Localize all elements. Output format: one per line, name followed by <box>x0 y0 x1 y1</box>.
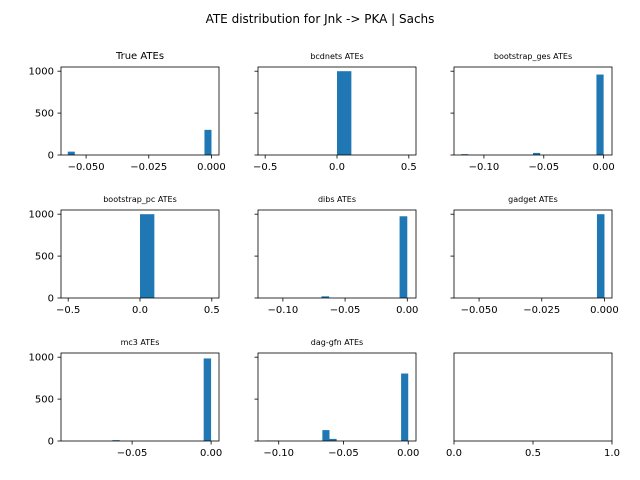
histogram-bar <box>337 71 352 155</box>
histogram-bar <box>461 154 469 155</box>
x-tick-label: −0.025 <box>523 305 560 316</box>
x-tick-label: 0.000 <box>197 162 226 173</box>
figure-title: ATE distribution for Jnk -> PKA | Sachs <box>206 12 435 26</box>
histogram-bar <box>533 152 541 155</box>
x-tick-label: 0.0 <box>329 162 345 173</box>
subplot-6: gadget ATEs −0.050 −0.025 0.000 <box>450 195 619 316</box>
subplot-title: bootstrap_ges ATEs <box>494 52 572 61</box>
subplot-7: mc3 ATEs −0.05 0.00 0 500 1000 <box>29 338 223 459</box>
subplot-title: bootstrap_pc ATEs <box>103 195 177 204</box>
histogram-bar <box>112 440 120 441</box>
histogram-bar <box>322 430 330 441</box>
x-tick-label: −0.10 <box>263 448 294 459</box>
subplot-title: gadget ATEs <box>508 195 558 204</box>
x-tick-label: 0.0 <box>446 448 462 459</box>
x-tick-label: 0.00 <box>592 162 614 173</box>
subplot-title: True ATEs <box>115 51 164 62</box>
histogram-bar <box>321 296 330 298</box>
x-tick-label: −0.5 <box>56 305 80 316</box>
histogram-bar <box>596 214 605 298</box>
y-tick-label: 1000 <box>29 353 54 364</box>
axes-frame <box>60 66 220 156</box>
x-tick-label: −0.5 <box>253 162 277 173</box>
subplot-5: dibs ATEs −0.10 −0.05 0.00 <box>254 195 418 316</box>
subplot-title: mc3 ATEs <box>121 338 160 347</box>
subplot-3: bootstrap_ges ATEs −0.10 −0.05 0.00 <box>450 52 615 173</box>
x-tick-label: 0.5 <box>401 162 417 173</box>
y-tick-label: 0 <box>48 151 54 162</box>
histogram-bar <box>399 216 408 298</box>
x-tick-label: −0.10 <box>469 162 500 173</box>
subplot-2: bcdnets ATEs −0.5 0.0 0.5 <box>253 52 417 173</box>
x-tick-label: −0.05 <box>117 448 148 459</box>
y-tick-label: 500 <box>35 395 54 406</box>
subplot-title: dag-gfn ATEs <box>311 338 363 347</box>
subplot-8: dag-gfn ATEs −0.10 −0.05 0.00 <box>254 338 419 459</box>
x-tick-label: 0.00 <box>200 448 222 459</box>
y-tick-label: 0 <box>48 294 54 305</box>
x-tick-label: 0.000 <box>590 305 619 316</box>
histogram-bar <box>401 373 409 441</box>
subplot-9: 0.0 0.5 1.0 <box>446 352 620 459</box>
y-tick-label: 500 <box>35 109 54 120</box>
histogram-bar <box>203 358 212 441</box>
y-tick-label: 1000 <box>29 67 54 78</box>
subplot-grid: True ATEs−0.050 −0.025 0.00005001000bcdnet… <box>29 51 620 459</box>
axes-frame <box>60 352 220 442</box>
histogram-bar <box>204 129 212 155</box>
histogram-bar <box>596 74 604 155</box>
x-tick-label: −0.050 <box>461 305 498 316</box>
subplot-4: bootstrap_pc ATEs −0.5 0.0 0.5 0 500 1000 <box>29 195 220 316</box>
histogram-bar <box>329 438 337 441</box>
subplot-title: bcdnets ATEs <box>310 52 363 61</box>
x-tick-label: 0.00 <box>397 448 419 459</box>
x-tick-label: 1.0 <box>604 448 620 459</box>
x-tick-label: −0.05 <box>528 162 559 173</box>
x-tick-label: 0.5 <box>525 448 541 459</box>
x-tick-label: −0.05 <box>330 305 361 316</box>
histogram-bar <box>67 151 75 155</box>
y-tick-label: 0 <box>48 437 54 448</box>
axes-frame <box>453 209 613 299</box>
x-tick-label: 0.5 <box>204 305 220 316</box>
histogram-bar <box>140 214 155 298</box>
subplot-1: True ATEs −0.050 −0.025 0.000 0 500 1000 <box>29 51 226 173</box>
x-tick-label: 0.00 <box>396 305 418 316</box>
axes-frame <box>257 209 417 299</box>
y-tick-label: 500 <box>35 252 54 263</box>
axes-frame <box>257 352 417 442</box>
x-tick-label: 0.0 <box>132 305 148 316</box>
y-tick-label: 1000 <box>29 210 54 221</box>
axes-frame <box>453 352 613 442</box>
subplot-title: dibs ATEs <box>318 195 356 204</box>
x-tick-label: −0.05 <box>328 448 359 459</box>
x-tick-label: −0.025 <box>130 162 167 173</box>
axes-frame <box>453 66 613 156</box>
x-tick-label: −0.050 <box>68 162 105 173</box>
x-tick-label: −0.10 <box>268 305 299 316</box>
